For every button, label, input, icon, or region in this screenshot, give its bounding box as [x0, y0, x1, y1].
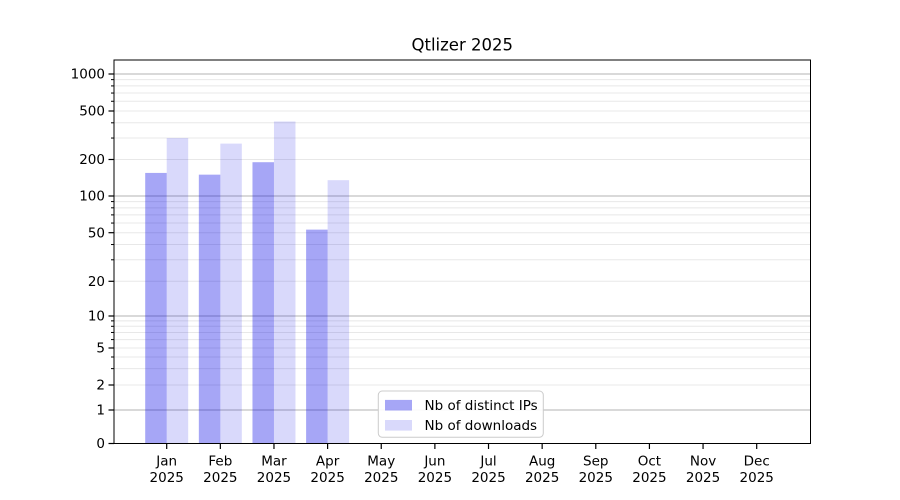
x-tick-label-month: May [367, 454, 395, 470]
x-tick-label-month: Jan [155, 454, 177, 470]
x-tick-label-year: 2025 [579, 470, 613, 486]
y-tick-label: 50 [88, 225, 105, 241]
y-tick-label: 10 [88, 309, 105, 325]
y-tick-label: 2 [96, 378, 105, 394]
y-tick-label: 20 [88, 274, 105, 290]
bar-downloads [273, 121, 296, 444]
legend-box [377, 390, 544, 438]
x-tick-label-month: Feb [208, 454, 232, 470]
x-tick-label-year: 2025 [471, 470, 505, 486]
y-tick-label: 500 [79, 104, 105, 120]
x-tick-label-year: 2025 [418, 470, 452, 486]
x-tick-label-year: 2025 [150, 470, 184, 486]
x-tick-label-year: 2025 [257, 470, 291, 486]
legend-label: Nb of distinct IPs [425, 398, 538, 414]
x-tick-label-month: Mar [261, 454, 287, 470]
bar-downloads [166, 138, 189, 444]
x-tick-label-month: Sep [583, 454, 608, 470]
x-tick-label-year: 2025 [740, 470, 774, 486]
y-tick-label: 1000 [71, 67, 105, 83]
bar-downloads [327, 180, 350, 444]
x-tick-label-month: Dec [744, 454, 770, 470]
x-tick-label-month: Apr [316, 454, 340, 470]
x-tick-label-month: Jun [423, 454, 445, 470]
bar-distinct-ips [198, 174, 221, 444]
x-axis: Jan2025Feb2025Mar2025Apr2025May2025Jun20… [150, 443, 774, 486]
x-tick-label-year: 2025 [364, 470, 398, 486]
legend: Nb of distinct IPs Nb of downloads [377, 390, 544, 438]
x-tick-label-month: Aug [529, 454, 555, 470]
x-tick-label-month: Jul [479, 454, 496, 470]
bar-distinct-ips [145, 172, 167, 444]
plot-frame [113, 59, 811, 444]
y-tick-label: 100 [79, 189, 105, 205]
y-tick-label: 0 [96, 436, 105, 452]
bar-downloads [220, 143, 242, 444]
bar-distinct-ips [306, 229, 328, 444]
x-tick-label-year: 2025 [310, 470, 344, 486]
y-tick-label: 1 [96, 403, 105, 419]
x-tick-label-year: 2025 [686, 470, 720, 486]
legend-swatch [385, 399, 412, 411]
x-tick-label-month: Nov [690, 454, 716, 470]
x-tick-label-month: Oct [638, 454, 661, 470]
y-axis: 0 1 2 5 10 20 50 100 200 500 1000 [71, 67, 114, 452]
y-tick-label: 200 [79, 152, 105, 168]
legend-swatch [385, 420, 412, 431]
x-tick-label-year: 2025 [203, 470, 237, 486]
y-tick-label: 5 [96, 341, 105, 357]
bars [145, 121, 350, 444]
bar-distinct-ips [252, 162, 274, 444]
x-tick-label-year: 2025 [632, 470, 666, 486]
chart-title: Qtlizer 2025 [412, 36, 513, 55]
x-tick-label-year: 2025 [525, 470, 559, 486]
legend-label: Nb of downloads [425, 418, 538, 434]
